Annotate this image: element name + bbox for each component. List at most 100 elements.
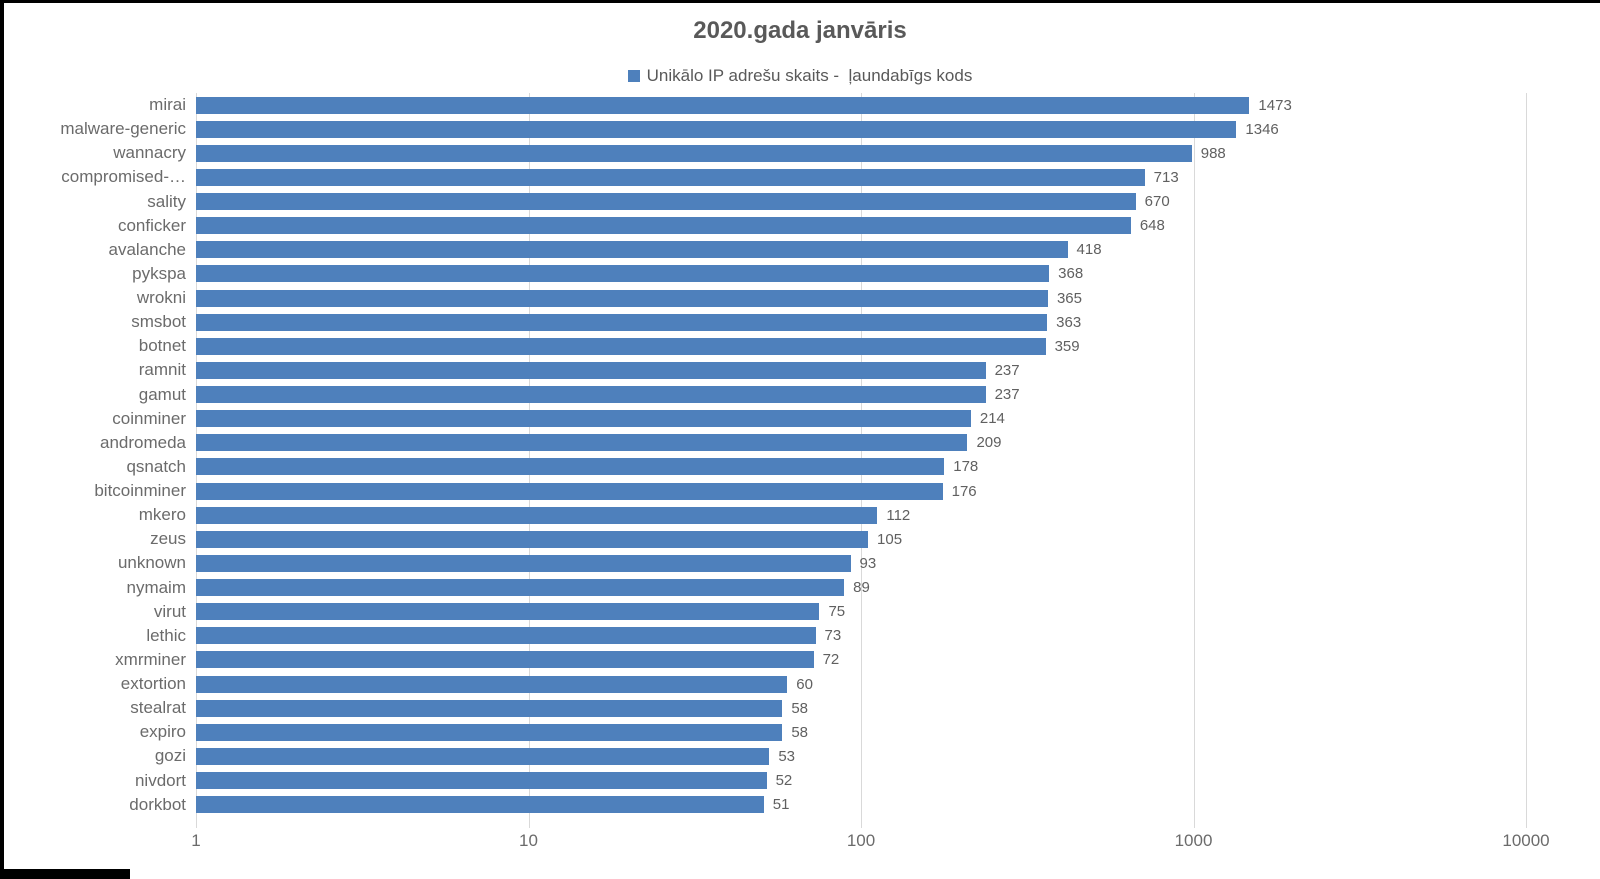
value-label: 1473 <box>1258 96 1292 114</box>
category-label: dorkbot <box>129 794 186 814</box>
chart-row: wrokni 365 <box>137 286 1526 310</box>
chart-row: stealrat 58 <box>130 696 1526 720</box>
x-tick-label: 1 <box>191 831 201 850</box>
chart-row: nivdort 52 <box>135 769 1526 793</box>
category-label: mirai <box>149 95 186 115</box>
category-label: nivdort <box>134 770 186 790</box>
bar <box>196 144 1192 162</box>
chart-row: bitcoinminer 176 <box>94 479 1526 503</box>
chart-row: smsbot 363 <box>131 310 1526 334</box>
category-label: ramnit <box>138 360 186 380</box>
value-label: 988 <box>1200 144 1226 162</box>
chart-row: qsnatch 178 <box>126 455 1526 479</box>
category-label: wannacry <box>113 143 186 163</box>
category-label: stealrat <box>130 698 186 718</box>
value-label: 72 <box>822 651 840 669</box>
bar <box>196 603 820 621</box>
category-label: unknown <box>117 553 186 573</box>
bar <box>196 168 1145 186</box>
chart-row: dorkbot 51 <box>129 793 1526 817</box>
chart-row: pykspa 368 <box>132 262 1526 286</box>
chart-row: mirai 1473 <box>149 93 1526 117</box>
chart-row: mkero 112 <box>139 503 1526 527</box>
value-label: 89 <box>853 579 870 597</box>
bar <box>196 361 986 379</box>
chart-row: sality 670 <box>147 190 1526 214</box>
bar <box>196 241 1068 259</box>
bar <box>196 386 986 404</box>
category-label: smsbot <box>131 312 186 332</box>
bar <box>196 217 1131 235</box>
x-tick-label: 10 <box>519 831 538 850</box>
category-label: pykspa <box>132 263 186 283</box>
category-label: coinminer <box>112 408 186 428</box>
bar <box>196 747 770 765</box>
x-tick-label: 100 <box>846 831 876 850</box>
value-label: 670 <box>1144 193 1170 211</box>
bar <box>196 627 816 645</box>
category-label: avalanche <box>108 239 186 259</box>
bar <box>196 482 943 500</box>
bar <box>196 675 788 693</box>
legend-series-label: Unikālo IP adrešu skaits - ļaundabīgs ko… <box>646 66 973 85</box>
chart-row: andromeda 209 <box>100 431 1526 455</box>
bar <box>196 651 814 669</box>
chart-row: extortion 60 <box>121 672 1526 696</box>
category-label: mkero <box>138 505 186 525</box>
screenshot-bottom-border <box>0 869 130 879</box>
value-label: 418 <box>1076 241 1102 259</box>
bar-rows: mirai 1473 malware-generic 1346 wannacry 988 c… <box>60 93 1526 817</box>
chart-row: xmrminer 72 <box>115 648 1526 672</box>
category-label: virut <box>153 601 186 621</box>
value-label: 73 <box>824 627 842 645</box>
x-axis: 1 10 100 1000 10000 <box>191 831 1549 857</box>
chart-row: coinminer 214 <box>112 407 1526 431</box>
value-label: 363 <box>1056 313 1082 331</box>
value-label: 365 <box>1056 289 1082 307</box>
chart-title: 2020.gada janvāris <box>693 17 907 44</box>
value-label: 1346 <box>1245 120 1279 138</box>
value-label: 53 <box>778 747 795 765</box>
chart-row: zeus 105 <box>150 527 1526 551</box>
category-label: gozi <box>154 746 186 766</box>
category-label: andromeda <box>99 432 186 452</box>
bar <box>196 554 851 572</box>
x-tick-label: 10000 <box>1502 831 1550 850</box>
bar <box>196 313 1048 331</box>
chart-row: wannacry 988 <box>113 141 1526 165</box>
chart-row: virut 75 <box>154 600 1526 624</box>
category-label: conficker <box>117 215 186 235</box>
chart-row: unknown 93 <box>118 551 1526 575</box>
bar <box>196 265 1050 283</box>
bar <box>196 96 1250 114</box>
category-label: botnet <box>138 336 186 356</box>
value-label: 214 <box>979 410 1005 428</box>
value-label: 93 <box>859 554 877 572</box>
bar <box>196 289 1048 307</box>
chart-row: nymaim 89 <box>126 576 1526 600</box>
legend-swatch-icon <box>627 70 640 82</box>
chart-row: lethic 73 <box>146 624 1526 648</box>
value-label: 178 <box>953 458 979 476</box>
bar <box>196 699 783 717</box>
value-label: 648 <box>1139 217 1165 235</box>
chart-row: botnet 359 <box>139 334 1526 358</box>
gridline-1000 <box>1193 93 1195 828</box>
value-label: 52 <box>775 772 793 790</box>
category-label: gamut <box>138 384 186 404</box>
category-label: sality <box>147 191 186 211</box>
chart-row: conficker 648 <box>118 214 1526 238</box>
value-label: 209 <box>976 434 1002 452</box>
value-label: 237 <box>994 361 1020 379</box>
value-label: 713 <box>1153 168 1179 186</box>
chart-legend: Unikālo IP adrešu skaits - ļaundabīgs ko… <box>0 66 1600 86</box>
chart-row: gozi 53 <box>155 744 1526 768</box>
value-label: 368 <box>1058 265 1084 283</box>
bar <box>196 434 968 452</box>
category-label: nymaim <box>126 577 186 597</box>
chart-row: ramnit 237 <box>139 358 1526 382</box>
value-label: 58 <box>791 699 809 717</box>
chart-row: compromised-… 713 <box>61 165 1526 189</box>
value-label: 176 <box>951 482 977 500</box>
gridline-10000 <box>1526 93 1527 828</box>
